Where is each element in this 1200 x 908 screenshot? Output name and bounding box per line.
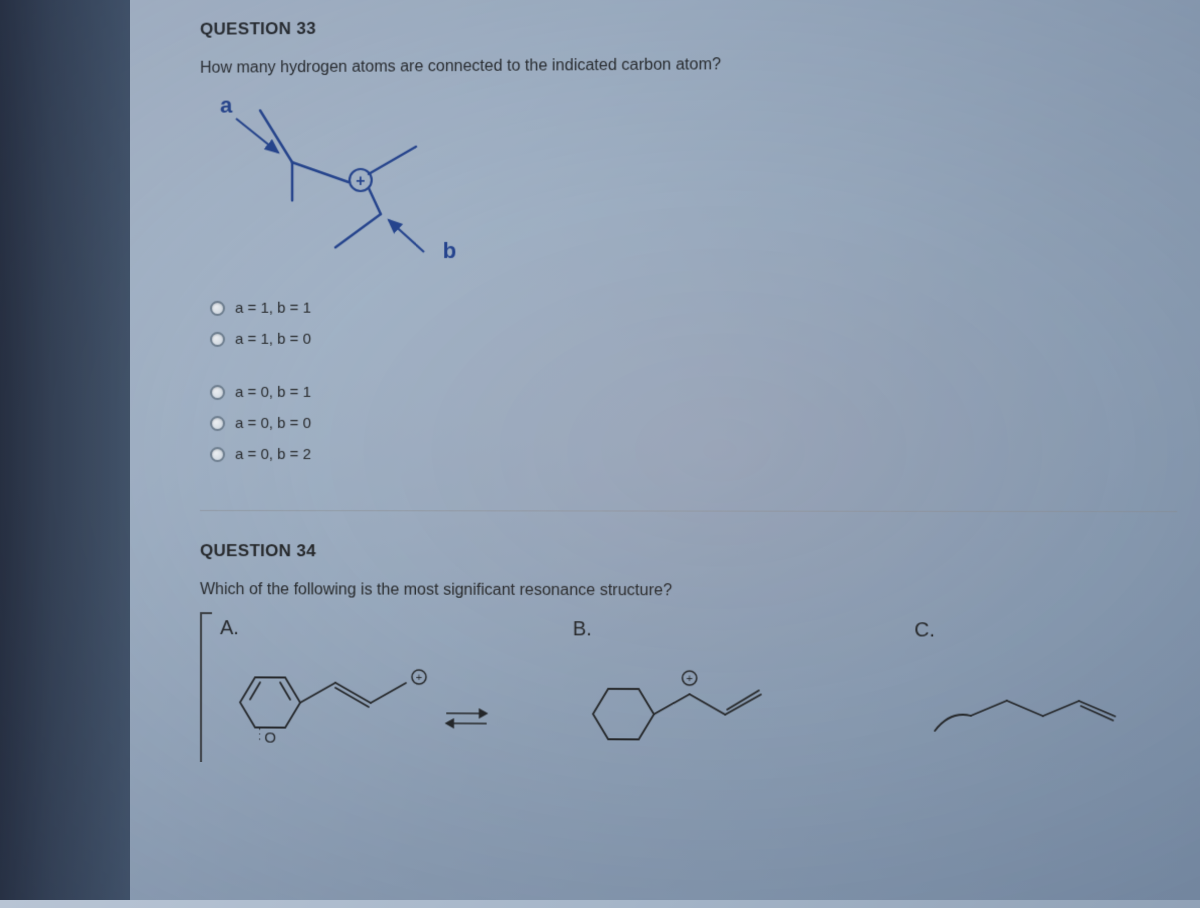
- structure-c-svg: [914, 655, 1141, 747]
- carbocation-plus: +: [356, 173, 365, 190]
- q33-options: a = 1, b = 1 a = 1, b = 0 a = 0, b = 1 a…: [210, 290, 1177, 470]
- question-33: QUESTION 33 How many hydrogen atoms are …: [200, 12, 1177, 470]
- option-label: a = 1, b = 0: [235, 331, 311, 348]
- structure-label-a: A.: [220, 617, 492, 641]
- svg-text:+: +: [416, 672, 422, 684]
- question-divider: [200, 510, 1177, 512]
- option-gap: [210, 353, 1177, 377]
- structure-b: B. + . .: [552, 618, 832, 745]
- svg-text:O: O: [264, 730, 276, 744]
- option-label: a = 0, b = 1: [235, 384, 311, 401]
- svg-text::: :: [258, 735, 261, 743]
- left-vignette: [0, 0, 130, 900]
- structure-a-svg: + O : :: [220, 652, 492, 743]
- structure-b-svg: + . .: [573, 653, 807, 745]
- question-34-header: QUESTION 34: [200, 541, 1177, 563]
- svg-text:. .: . .: [618, 743, 627, 745]
- q33-structure-diagram: a: [220, 91, 482, 273]
- svg-text:+: +: [686, 673, 693, 685]
- radio-icon[interactable]: [210, 332, 225, 347]
- option-row[interactable]: a = 0, b = 0: [210, 407, 1177, 439]
- option-label: a = 0, b = 0: [235, 415, 311, 432]
- option-label: a = 0, b = 2: [235, 446, 311, 463]
- quiz-content: QUESTION 33 How many hydrogen atoms are …: [160, 0, 1200, 908]
- option-row[interactable]: a = 0, b = 1: [210, 376, 1177, 408]
- q34-structures-row: A. +: [200, 617, 1177, 747]
- label-b: b: [443, 238, 457, 264]
- option-row[interactable]: a = 0, b = 2: [210, 439, 1177, 471]
- question-34: QUESTION 34 Which of the following is th…: [200, 541, 1177, 747]
- radio-icon[interactable]: [210, 447, 225, 462]
- label-a: a: [220, 93, 232, 119]
- radio-icon[interactable]: [210, 301, 225, 316]
- question-34-text: Which of the following is the most signi…: [200, 581, 1177, 602]
- structure-label-c: C.: [914, 619, 1177, 643]
- radio-icon[interactable]: [210, 416, 225, 431]
- resonance-bracket: [200, 612, 212, 762]
- structure-label-b: B.: [573, 618, 833, 642]
- structure-a: A. +: [200, 617, 492, 744]
- option-label: a = 1, b = 1: [235, 300, 311, 317]
- structure-c: C.: [894, 619, 1177, 747]
- question-33-header: QUESTION 33: [200, 12, 1177, 39]
- radio-icon[interactable]: [210, 385, 225, 400]
- question-33-text: How many hydrogen atoms are connected to…: [200, 53, 1177, 78]
- option-row[interactable]: a = 1, b = 0: [210, 322, 1177, 355]
- option-row[interactable]: a = 1, b = 1: [210, 290, 1177, 324]
